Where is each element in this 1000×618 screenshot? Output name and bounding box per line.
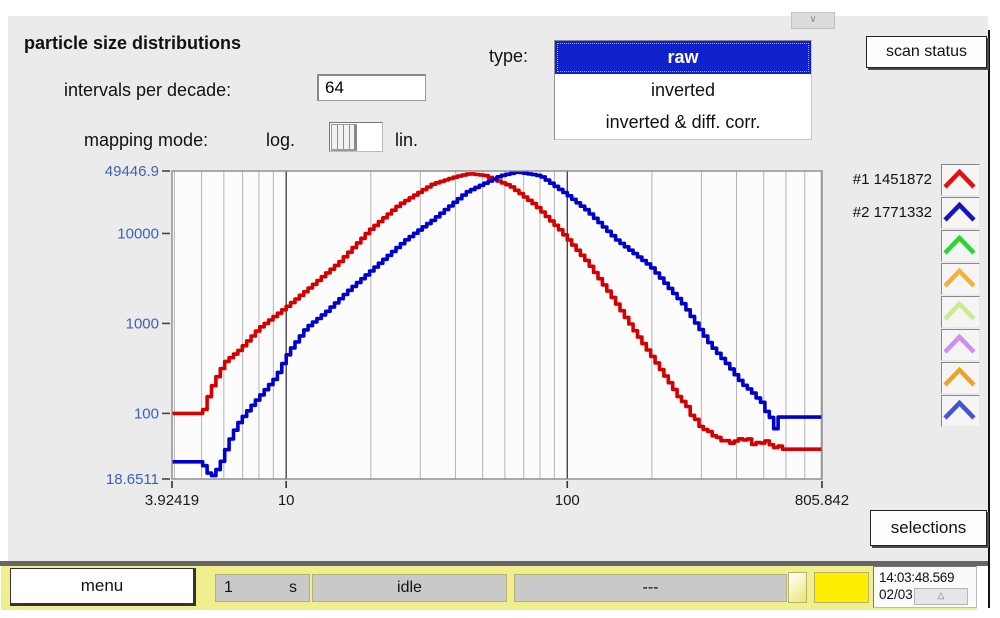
x-tick-label: 10 [278,492,295,509]
type-option-inverted[interactable]: inverted [650,79,716,100]
plot-border [171,170,823,480]
curve-peak-icon [943,399,976,420]
curve-peak-icon [943,234,976,255]
intervals-per-decade-input[interactable] [317,74,426,101]
mapping-lin-label: lin. [395,130,419,150]
clock-panel: 14:03:48.569 02/03 △ [873,566,977,608]
clock-date: 02/03 [879,587,913,602]
y-tick-label: 1000 [126,315,159,332]
chart-svg: 49446.9 10000 1000 100 18.6511 3.92419 10 100 80… [105,163,849,509]
legend-curve-swatch-4[interactable] [941,263,980,295]
interval-field[interactable]: 1 s [215,574,310,602]
legend-label-2: #2 1771332 [852,204,932,221]
legend-curve-swatch-7[interactable] [941,362,980,394]
intervals-per-decade-label: intervals per decade: [64,80,232,100]
type-option-raw[interactable]: raw [555,41,811,74]
y-tick-label: 18.6511 [106,471,159,488]
type-option-inverted-diff-corr-[interactable]: inverted & diff. corr. [605,112,761,133]
menu-button[interactable]: menu [10,568,196,606]
y-tick-label: 100 [134,405,159,422]
panel-bottom-divider [0,561,989,566]
chevron-down-icon[interactable]: ∨ [791,12,835,29]
type-label: type: [489,46,529,66]
x-tick-label: 805.842 [795,492,849,509]
curve-peak-icon [943,366,976,387]
page-title: particle size distributions [24,33,242,53]
y-tick-label: 49446.9 [105,163,159,180]
series-curve-2 [172,170,822,478]
curve-peak-icon [943,333,976,354]
interval-unit: s [289,579,297,596]
mapping-mode-label: mapping mode: [84,130,209,150]
bottom-margin [0,610,1000,618]
curve-peak-icon [943,201,976,222]
interval-value: 1 [224,579,233,596]
x-tick-label: 3.92419 [145,492,199,509]
mapping-mode-slider[interactable] [329,122,383,152]
clock-collapse-button[interactable]: △ [914,588,968,605]
legend-curve-swatch-3[interactable] [941,230,980,262]
type-listbox[interactable]: raw inverted inverted & diff. corr. [554,40,812,140]
clock-time: 14:03:48.569 [879,570,955,585]
legend-curve-swatch-2[interactable] [941,197,980,229]
status-bar: menu 1 s idle --- 14:03:48.569 02/03 △ [1,566,977,610]
info-field: --- [514,574,787,602]
statusbar-mini-button[interactable] [788,572,807,603]
legend-curve-swatch-1[interactable] [941,164,980,196]
curve-peak-icon [943,300,976,321]
scan-status-button[interactable]: scan status [866,36,987,68]
mapping-log-label: log. [266,130,296,150]
selections-button[interactable]: selections [870,510,987,546]
y-tick-label: 10000 [117,225,159,242]
curve-peak-icon [943,168,976,189]
legend-curve-swatch-5[interactable] [941,296,980,328]
curve-peak-icon [943,267,976,288]
state-field: idle [312,574,507,602]
legend-label-1: #1 1451872 [852,171,932,188]
legend-curve-swatch-6[interactable] [941,329,980,361]
slider-handle[interactable] [331,124,357,151]
status-indicator-yellow [814,572,869,603]
plot-background [172,171,822,479]
x-tick-label: 100 [555,492,580,509]
right-border-line [988,30,990,608]
legend-curve-swatch-8[interactable] [941,395,980,427]
